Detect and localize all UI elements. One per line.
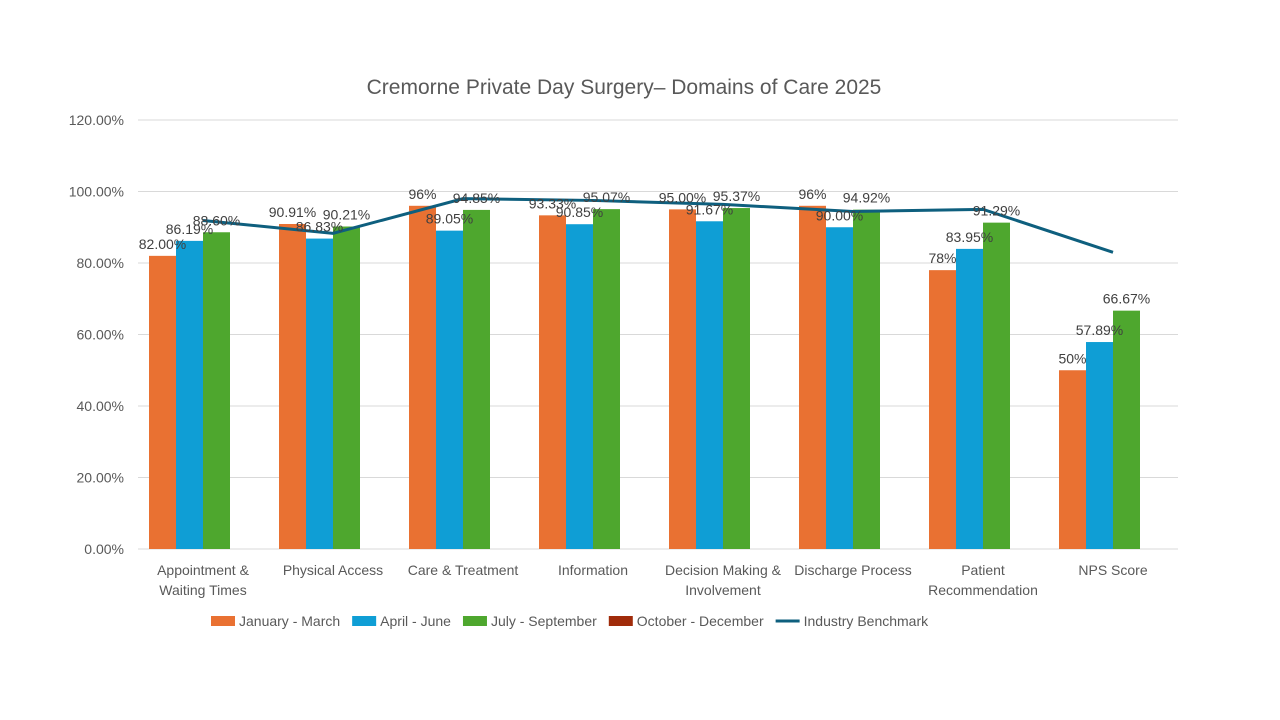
data-label: 95.07%	[583, 189, 630, 205]
bar	[176, 240, 203, 550]
benchmark-line	[202, 197, 1114, 254]
bar	[203, 232, 230, 549]
x-tick-label: Discharge Process	[794, 562, 912, 578]
data-label: 95.00%	[659, 189, 706, 205]
x-tick-label: Recommendation	[928, 582, 1038, 598]
legend-swatch	[211, 616, 235, 626]
bar	[669, 209, 696, 549]
x-tick-label: Physical Access	[283, 562, 383, 578]
data-label: 96%	[408, 186, 436, 202]
data-label: 96%	[798, 186, 826, 202]
x-tick-label: Appointment &	[157, 562, 249, 578]
legend-label: Industry Benchmark	[804, 613, 929, 629]
data-label: 83.95%	[946, 229, 993, 245]
x-tick-label: NPS Score	[1078, 562, 1147, 578]
y-tick-label: 120.00%	[69, 112, 124, 128]
x-tick-label: Patient	[961, 562, 1005, 578]
data-label: 66.67%	[1103, 291, 1150, 307]
bar	[593, 209, 620, 549]
data-label: 90.91%	[269, 204, 316, 220]
legend-label: April - June	[380, 613, 451, 629]
data-label: 90.85%	[556, 204, 603, 220]
data-label: 50%	[1058, 350, 1086, 366]
data-label: 78%	[928, 250, 956, 266]
bar	[306, 238, 333, 549]
bar	[723, 208, 750, 549]
data-label: 82.00%	[139, 236, 186, 252]
data-label: 57.89%	[1076, 322, 1123, 338]
data-label: 89.05%	[426, 211, 473, 227]
data-label: 86.19%	[166, 221, 213, 237]
bar	[853, 209, 880, 549]
legend-label: January - March	[239, 613, 340, 629]
data-label: 94.92%	[843, 190, 890, 206]
x-tick-label: Decision Making &	[665, 562, 782, 578]
data-label: 86.83%	[296, 219, 343, 235]
x-tick-label: Care & Treatment	[408, 562, 519, 578]
bar	[436, 230, 463, 550]
bar	[983, 222, 1010, 549]
y-tick-label: 40.00%	[77, 398, 124, 414]
data-label: 95.37%	[713, 188, 760, 204]
y-tick-label: 80.00%	[77, 255, 124, 271]
legend-swatch	[462, 616, 487, 626]
data-label: 90.21%	[323, 206, 370, 222]
legend-label: October - December	[637, 613, 764, 629]
bar	[463, 209, 490, 549]
data-label: 91.29%	[973, 203, 1020, 219]
data-label: 93.33%	[529, 195, 576, 211]
data-label: 88.60%	[193, 212, 240, 228]
bar	[539, 215, 566, 549]
y-tick-label: 0.00%	[84, 541, 124, 557]
data-label: 91.67%	[686, 201, 733, 217]
data-label: 94.85%	[453, 190, 500, 206]
bar	[409, 205, 436, 550]
bar	[279, 223, 306, 549]
bar	[696, 221, 723, 549]
bar	[1059, 370, 1086, 549]
chart-title: Cremorne Private Day Surgery– Domains of…	[367, 76, 882, 99]
bar	[1086, 342, 1113, 549]
bar	[826, 227, 853, 549]
bar	[799, 205, 826, 550]
data-label: 90.00%	[816, 207, 863, 223]
x-tick-label: Waiting Times	[159, 582, 246, 598]
y-tick-label: 20.00%	[77, 470, 124, 486]
bar	[149, 255, 176, 549]
legend-swatch	[352, 616, 377, 626]
bar	[929, 270, 956, 549]
legend-swatch	[608, 616, 633, 626]
bar	[566, 224, 593, 549]
bar	[956, 248, 983, 549]
bar	[333, 226, 360, 549]
bar	[1113, 310, 1140, 549]
y-tick-label: 60.00%	[77, 327, 124, 343]
x-tick-label: Information	[558, 562, 628, 578]
legend-label: July - September	[491, 613, 597, 629]
x-tick-label: Involvement	[685, 582, 761, 598]
y-tick-label: 100.00%	[69, 184, 124, 200]
